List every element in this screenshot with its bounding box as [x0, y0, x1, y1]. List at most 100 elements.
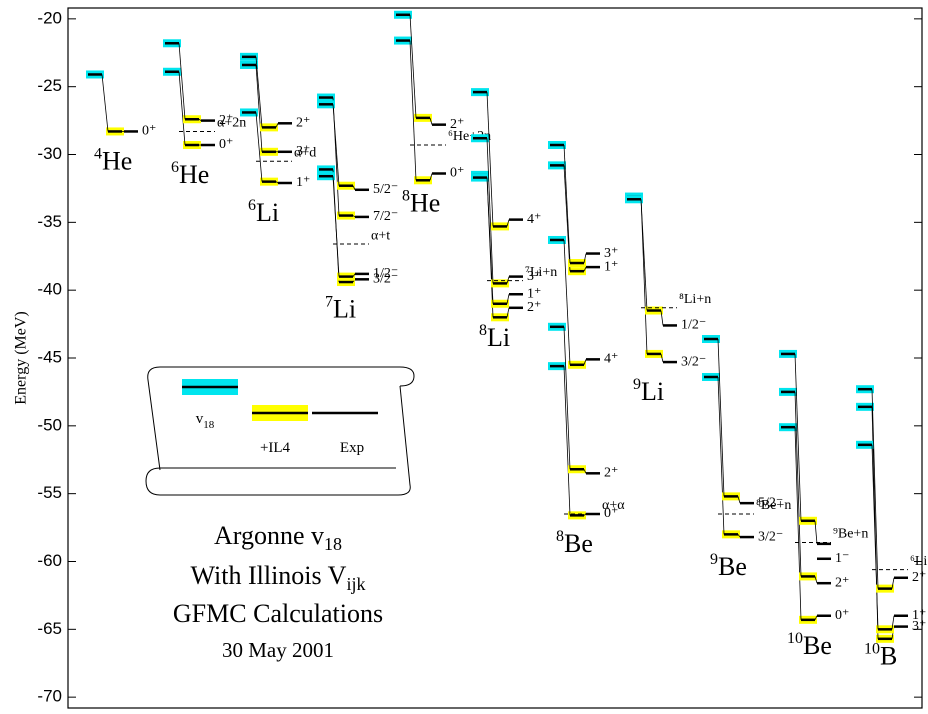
y-tick-label: -25 [37, 76, 62, 95]
threshold-label: α+t [371, 228, 390, 243]
connector [563, 239, 571, 365]
legend-label: +IL4 [260, 440, 291, 456]
nucleus-symbol: Be [718, 552, 747, 581]
nucleus-symbol: Li [487, 323, 510, 352]
nucleus-mass: 9 [710, 551, 718, 568]
caption-line: GFMC Calculations [173, 599, 383, 628]
nucleus-symbol: Li [256, 198, 279, 227]
connector [583, 469, 587, 474]
threshold-label: ⁸Be+n [756, 498, 791, 513]
connector [352, 185, 356, 190]
y-tick-label: -40 [37, 280, 62, 299]
state-label: 3⁺ [912, 619, 926, 634]
nucleus-label: 8Be [556, 528, 593, 558]
nucleus-mass: 8 [402, 187, 410, 204]
nucleus-label: 4He [94, 145, 132, 175]
connector [486, 92, 494, 227]
connector [332, 104, 340, 186]
connector [814, 520, 818, 544]
y-tick-label: -65 [37, 619, 62, 638]
connector [255, 64, 263, 152]
state-label: 4⁺ [527, 212, 541, 227]
nucleus-label: 6Li [248, 197, 279, 227]
legend-label: v18 [196, 411, 215, 430]
state-label: 2⁺ [219, 113, 233, 128]
state-label: 1/2⁻ [373, 266, 398, 281]
y-tick-label: -45 [37, 347, 62, 366]
state-label: 1⁺ [296, 175, 310, 190]
connector [794, 353, 802, 521]
caption-sub: 18 [324, 534, 342, 554]
y-tick-label: -55 [37, 483, 62, 502]
legend-label: Exp [340, 440, 364, 456]
connector [794, 427, 802, 620]
nucleus-label: 10Be [787, 629, 832, 659]
connector [717, 376, 725, 535]
state-label: 3⁺ [296, 144, 310, 159]
nucleus-symbol: He [410, 188, 440, 217]
nucleus-mass: 8 [556, 528, 564, 545]
threshold-label: α+2n [217, 116, 246, 131]
nucleus-label: 9Li [633, 376, 664, 406]
state-label: 1⁺ [604, 259, 618, 274]
state-label: 2⁺ [912, 570, 926, 585]
connector [660, 310, 664, 326]
connector [332, 176, 340, 277]
state-label: 0⁺ [219, 137, 233, 152]
y-tick-label: -60 [37, 551, 62, 570]
y-tick-label: -35 [37, 212, 62, 231]
caption-line: 30 May 2001 [222, 638, 334, 662]
state-label: 5/2⁻ [758, 495, 783, 510]
state-label: 0⁺ [604, 506, 618, 521]
connector [871, 389, 879, 589]
threshold-label: ⁷Li+n [525, 265, 557, 280]
y-tick-label: -30 [37, 144, 62, 163]
connector [583, 253, 587, 264]
state-label: 0⁺ [835, 608, 849, 623]
connector [891, 615, 895, 630]
state-label: 5/2⁻ [373, 182, 398, 197]
y-tick-label: -20 [37, 8, 62, 27]
y-tick-label: -70 [37, 687, 62, 706]
caption-line: Argonne v18 [214, 521, 342, 554]
state-label: 2⁺ [604, 466, 618, 481]
connector [198, 118, 202, 121]
state-label: 3⁺ [604, 246, 618, 261]
nucleus-label: 8He [402, 187, 440, 217]
connector [814, 615, 818, 620]
connector [640, 199, 648, 311]
nucleus-mass: 10 [787, 629, 803, 646]
connector [429, 117, 433, 125]
connector [563, 165, 571, 272]
nucleus-mass: 6 [248, 197, 256, 214]
state-label: 1⁺ [527, 286, 541, 301]
connector [660, 353, 664, 363]
state-label: 2⁺ [450, 117, 464, 132]
nucleus-mass: 4 [94, 145, 102, 162]
state-label: 3/2⁻ [373, 272, 398, 287]
connector [409, 40, 417, 181]
caption-text: 30 May 2001 [222, 638, 334, 662]
connector [275, 181, 279, 184]
nucleus-symbol: Be [564, 529, 593, 558]
connector [583, 359, 587, 365]
state-label: 1⁻ [835, 551, 849, 566]
legend-scroll [145, 366, 415, 496]
nucleus-symbol: B [880, 642, 897, 671]
connector [506, 294, 510, 304]
legend-name-sub: 18 [203, 419, 215, 431]
nucleus-label: 10B [864, 640, 897, 670]
caption-text: Argonne v [214, 521, 324, 550]
connector [409, 14, 417, 118]
caption-text: With Illinois V [191, 561, 347, 590]
state-label: 2⁺ [835, 575, 849, 590]
y-axis-label: Energy (MeV) [13, 311, 30, 404]
connector [352, 215, 356, 218]
connector [891, 577, 895, 589]
connector [717, 338, 725, 497]
threshold-label: ⁹Be+n [833, 527, 868, 542]
connector [737, 534, 741, 538]
caption-sub: ijk [346, 574, 365, 594]
connector [563, 144, 571, 264]
legend-name: v [196, 411, 204, 427]
